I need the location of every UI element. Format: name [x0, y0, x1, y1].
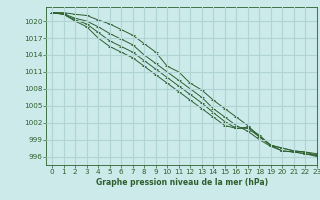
X-axis label: Graphe pression niveau de la mer (hPa): Graphe pression niveau de la mer (hPa): [96, 178, 268, 187]
